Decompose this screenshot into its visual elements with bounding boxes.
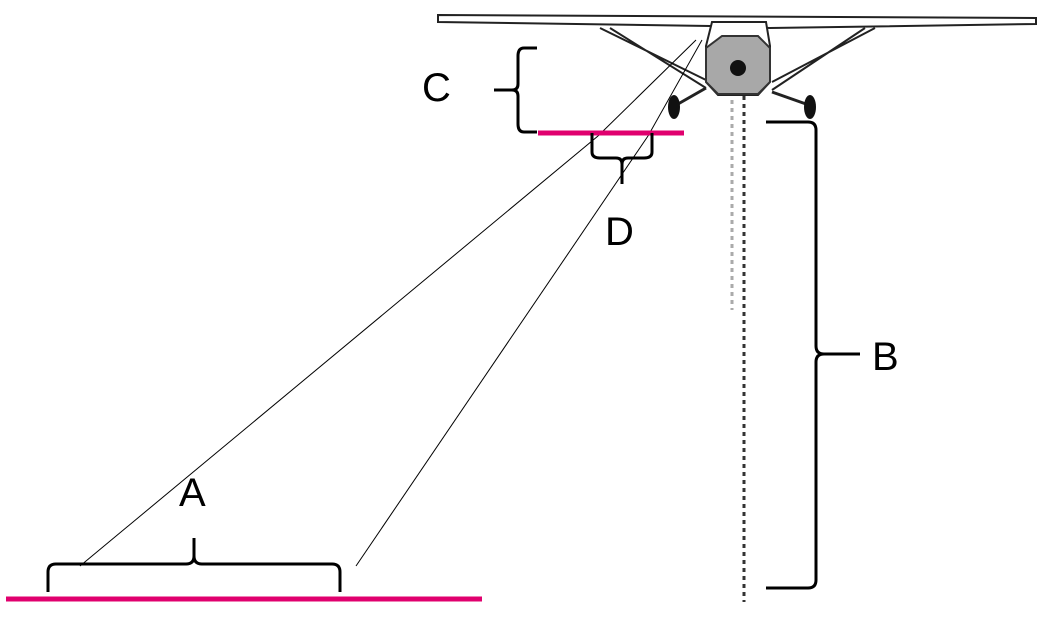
right-landing-gear-leg — [771, 90, 807, 106]
label-c: C — [422, 66, 451, 110]
aircraft — [437, 13, 1037, 119]
fov-ray-outer-near — [597, 39, 697, 137]
fov-ray-inner-far — [355, 135, 649, 567]
right-wing-strut — [771, 27, 876, 91]
camera-lens — [730, 60, 746, 76]
left-wheel — [668, 95, 680, 119]
brace-d — [590, 133, 654, 184]
left-wing-strut — [599, 27, 707, 89]
brace-a — [46, 538, 342, 592]
right-wheel — [804, 95, 816, 119]
brace-c — [494, 46, 537, 134]
brace-b — [766, 120, 860, 590]
label-d: D — [605, 210, 634, 254]
fov-ray-outer-far — [79, 135, 599, 567]
fov-ray-inner-near — [647, 39, 703, 137]
label-b: B — [872, 335, 899, 379]
left-landing-gear-leg — [677, 86, 707, 106]
label-a: A — [179, 471, 206, 515]
